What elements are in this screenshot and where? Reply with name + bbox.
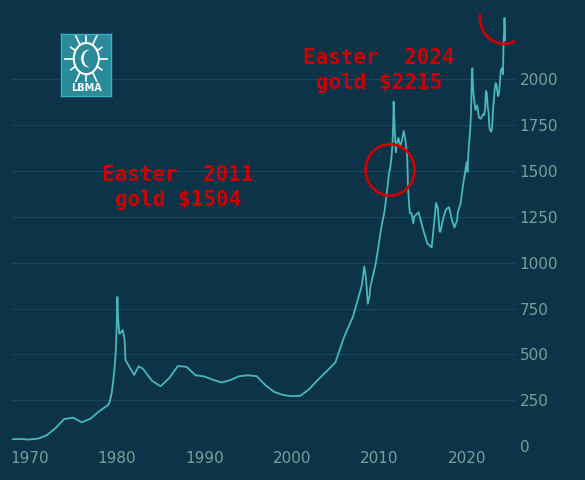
Text: Easter  2024
gold $2215: Easter 2024 gold $2215: [303, 48, 455, 93]
Circle shape: [77, 48, 95, 70]
Circle shape: [82, 50, 95, 67]
Text: LBMA: LBMA: [71, 83, 102, 93]
Circle shape: [84, 50, 97, 67]
Text: Easter  2011
gold $1504: Easter 2011 gold $1504: [102, 165, 253, 210]
